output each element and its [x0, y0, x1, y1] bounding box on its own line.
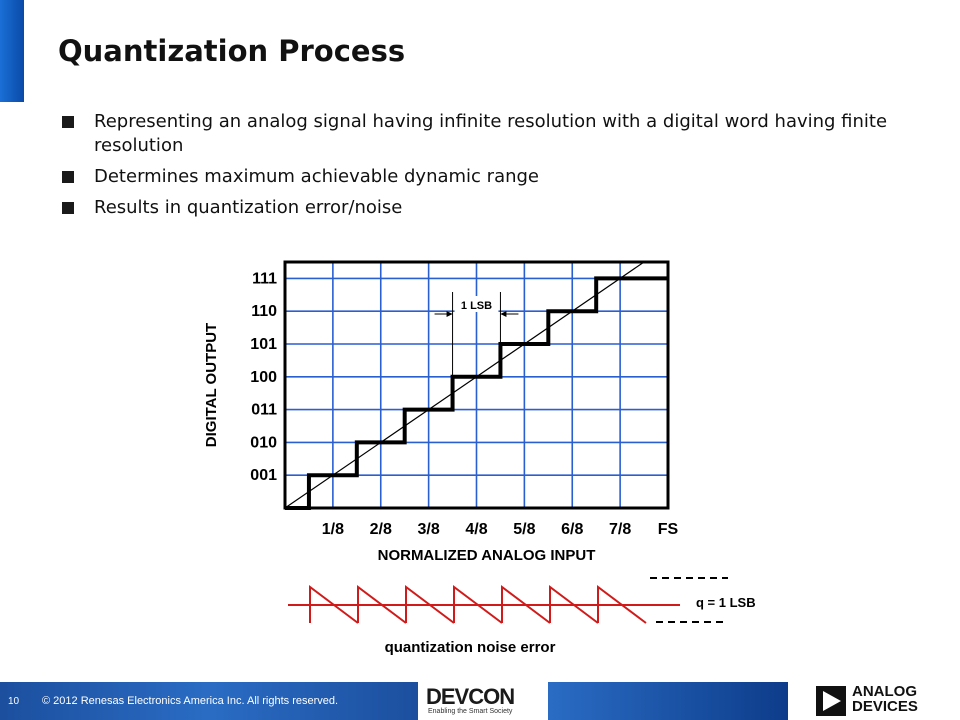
footer-band-right [548, 682, 788, 720]
bullet-text: Results in quantization error/noise [94, 197, 403, 218]
noise-sawtooth [309, 585, 647, 624]
devcon-tagline: Enabling the Smart Society [428, 708, 513, 715]
y-tick-label: 011 [251, 402, 277, 419]
bullet-square-icon [62, 171, 74, 183]
lsb-arrowhead-left [446, 311, 453, 317]
x-tick-label: FS [658, 521, 679, 538]
x-tick-label: 4/8 [465, 521, 487, 538]
analog-devices-logo: ANALOG DEVICES [852, 684, 918, 714]
devcon-logo: DEVCON Enabling the Smart Society [420, 680, 548, 720]
q-label: q = 1 LSB [696, 595, 756, 610]
y-tick-label: 001 [250, 467, 277, 484]
bullet-square-icon [62, 202, 74, 214]
y-tick-label: 101 [250, 336, 277, 353]
x-tick-label: 3/8 [418, 521, 440, 538]
y-tick-label: 110 [251, 303, 277, 320]
y-tick-labels: 001 010 011 100 101 110 111 [250, 270, 277, 484]
x-tick-label: 5/8 [513, 521, 535, 538]
bullet-square-icon [62, 116, 74, 128]
bullet-list: Representing an analog signal having inf… [62, 110, 902, 227]
bullet-item: Representing an analog signal having inf… [62, 110, 902, 158]
page-number: 10 [8, 696, 20, 707]
quantization-noise-waveform [288, 577, 728, 624]
y-tick-label: 010 [250, 434, 277, 451]
devcon-logo-text: DEVCON [426, 684, 515, 709]
company-line-2: DEVICES [852, 698, 918, 715]
y-tick-label: 100 [250, 369, 277, 386]
x-tick-label: 1/8 [322, 521, 344, 538]
chart-frame [283, 260, 670, 510]
quantizer-staircase-line [285, 276, 668, 510]
lsb-label-background [454, 296, 499, 312]
bullet-item: Determines maximum achievable dynamic ra… [62, 165, 902, 189]
x-tick-labels: 1/8 2/8 3/8 4/8 5/8 6/8 7/8 FS [322, 521, 679, 538]
slide-title: Quantization Process [58, 34, 406, 68]
company-line-1: ANALOG [852, 683, 917, 700]
title-accent-bar [0, 0, 24, 102]
quantization-diagram: 1 LSB 001 010 011 100 101 110 111 1/8 2/8 3/8 4/8… [203, 260, 756, 656]
footer: 10 © 2012 Renesas Electronics America In… [0, 680, 960, 720]
bullet-text: Representing an analog signal having inf… [94, 111, 888, 156]
chart-series [284, 261, 668, 510]
lsb-annotation: 1 LSB [434, 292, 519, 377]
bullet-item: Results in quantization error/noise [62, 196, 902, 220]
y-tick-label: 111 [252, 270, 277, 287]
x-axis-label: NORMALIZED ANALOG INPUT [378, 547, 596, 564]
y-axis-label: DIGITAL OUTPUT [203, 323, 220, 447]
ideal-transfer-line [284, 261, 645, 509]
footer-band: 10 © 2012 Renesas Electronics America In… [0, 682, 418, 720]
x-tick-label: 7/8 [609, 521, 631, 538]
lsb-arrowhead-right [500, 311, 507, 317]
noise-label: quantization noise error [385, 639, 556, 656]
x-tick-label: 6/8 [561, 521, 583, 538]
x-tick-label: 2/8 [370, 521, 392, 538]
bullet-text: Determines maximum achievable dynamic ra… [94, 166, 540, 187]
copyright-text: © 2012 Renesas Electronics America Inc. … [42, 695, 339, 707]
analog-devices-triangle-icon [816, 686, 846, 716]
lsb-label: 1 LSB [461, 300, 492, 312]
